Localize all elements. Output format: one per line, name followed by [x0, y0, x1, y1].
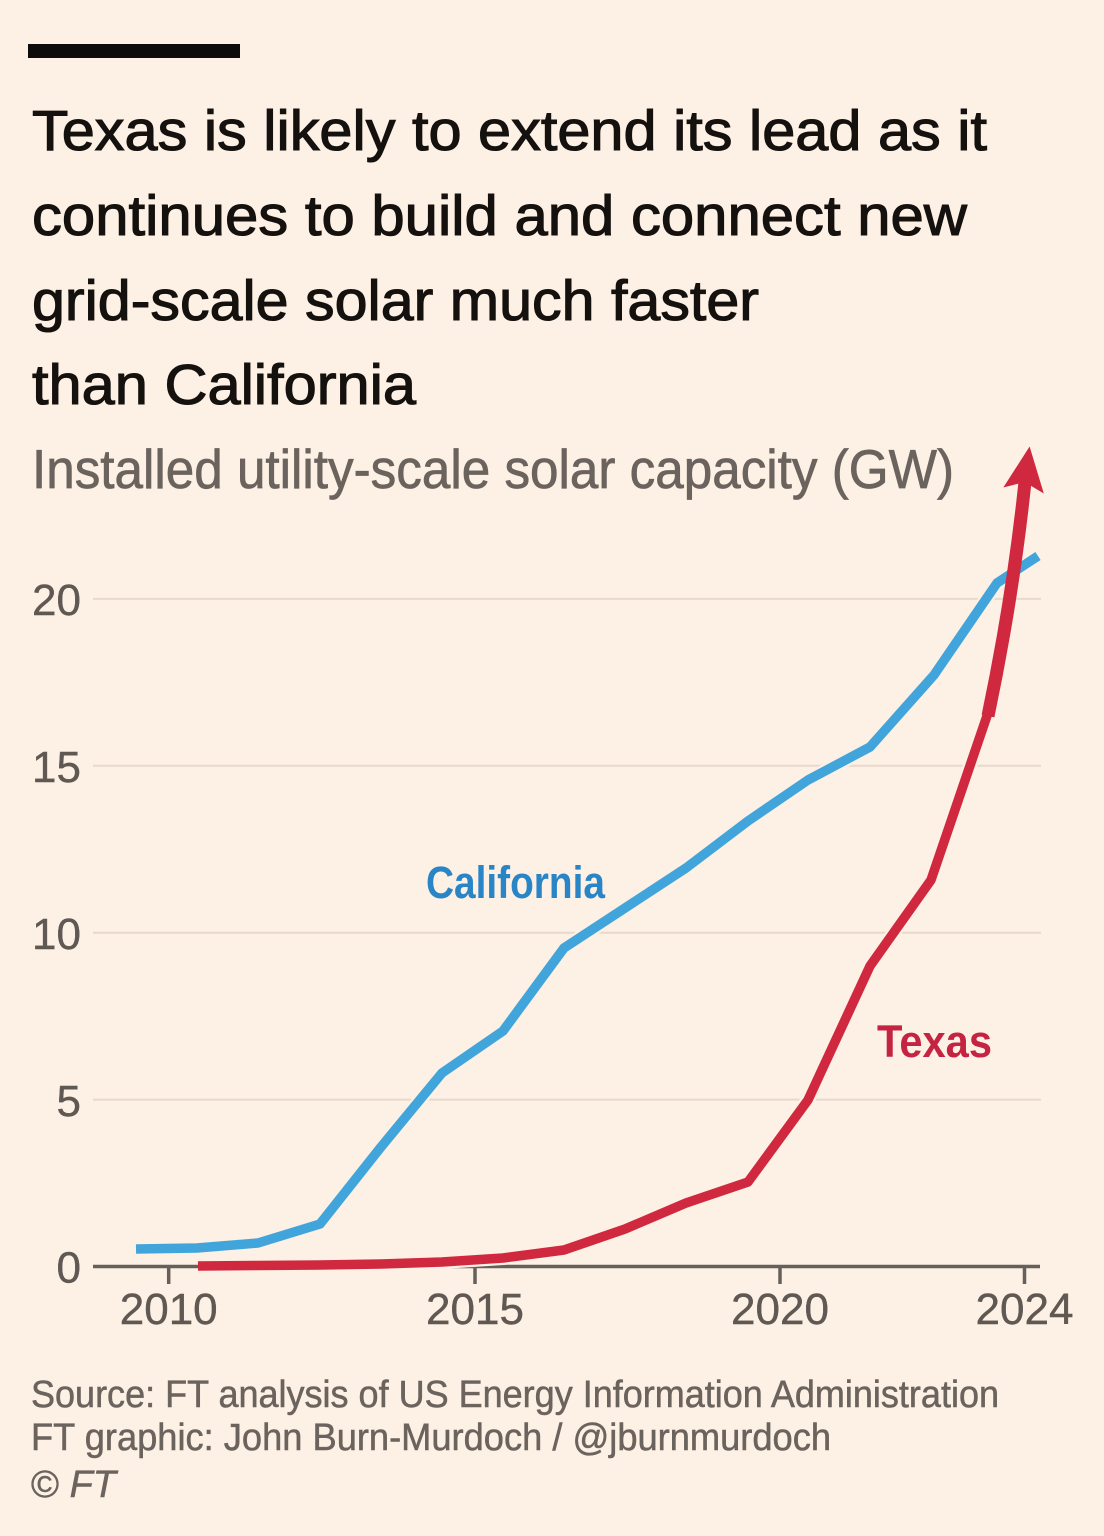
svg-text:15: 15 [32, 743, 81, 792]
svg-text:2015: 2015 [426, 1285, 524, 1334]
svg-text:2024: 2024 [976, 1285, 1074, 1334]
svg-text:2020: 2020 [731, 1285, 829, 1334]
svg-text:Texas is likely to extend its: Texas is likely to extend its lead as it [32, 99, 987, 163]
svg-text:than California: than California [32, 353, 416, 417]
svg-text:2010: 2010 [120, 1285, 218, 1334]
svg-text:Source: FT analysis of US Ener: Source: FT analysis of US Energy Informa… [31, 1374, 999, 1416]
svg-text:FT graphic: John Burn-Murdoch: FT graphic: John Burn-Murdoch / @jburnmu… [31, 1417, 831, 1459]
svg-text:20: 20 [32, 576, 81, 625]
svg-text:© FT: © FT [31, 1464, 119, 1506]
svg-text:grid-scale solar much faster: grid-scale solar much faster [32, 269, 759, 333]
svg-text:0: 0 [57, 1244, 81, 1293]
svg-text:Texas: Texas [877, 1016, 992, 1067]
svg-text:10: 10 [32, 910, 81, 959]
svg-text:Installed utility-scale solar: Installed utility-scale solar capacity (… [32, 438, 954, 500]
svg-text:5: 5 [57, 1077, 81, 1126]
svg-text:California: California [426, 857, 606, 908]
svg-text:continues to build and connect: continues to build and connect new [32, 184, 968, 248]
